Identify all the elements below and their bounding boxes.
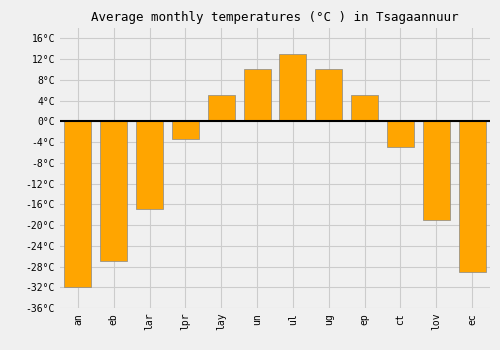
Bar xyxy=(387,121,414,147)
Title: Average monthly temperatures (°C ) in Tsagaannuur: Average monthly temperatures (°C ) in Ts… xyxy=(91,11,459,24)
Bar xyxy=(351,96,378,121)
Bar xyxy=(458,121,485,272)
Bar xyxy=(208,96,234,121)
Bar xyxy=(64,121,92,287)
Bar xyxy=(316,70,342,121)
Bar xyxy=(423,121,450,220)
Bar xyxy=(280,54,306,121)
Bar xyxy=(244,70,270,121)
Bar xyxy=(172,121,199,140)
Bar xyxy=(100,121,127,261)
Bar xyxy=(136,121,163,210)
